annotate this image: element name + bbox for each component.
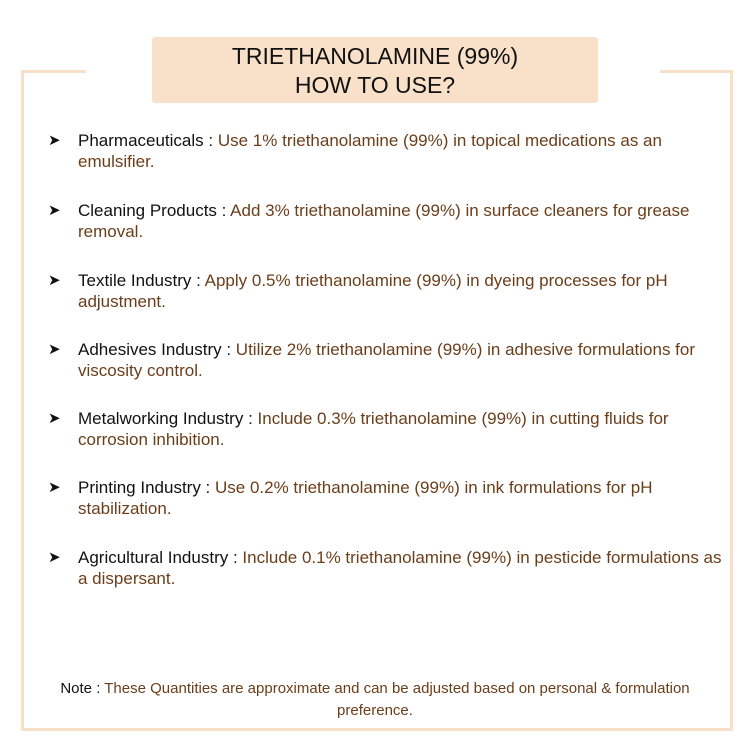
note-label: Note : xyxy=(60,680,101,697)
item-text: Adhesives Industry : Utilize 2% triethan… xyxy=(78,339,733,381)
item-description: Include 0.3% triethanolamine (99%) in cu… xyxy=(78,409,669,449)
arrow-bullet-icon: ➤ xyxy=(48,132,61,149)
item-label: Pharmaceuticals : xyxy=(78,131,214,150)
item-label: Agricultural Industry : xyxy=(78,548,238,567)
item-description: Use 1% triethanolamine (99%) in topical … xyxy=(78,131,662,171)
arrow-bullet-icon: ➤ xyxy=(48,272,61,289)
title-line-2: HOW TO USE? xyxy=(294,72,456,98)
item-description: Add 3% triethanolamine (99%) in surface … xyxy=(78,201,690,241)
arrow-bullet-icon: ➤ xyxy=(48,410,61,427)
item-label: Textile Industry : xyxy=(78,271,201,290)
arrow-bullet-icon: ➤ xyxy=(48,202,61,219)
item-text: Printing Industry : Use 0.2% triethanola… xyxy=(78,477,733,519)
item-label: Metalworking Industry : xyxy=(78,409,253,428)
note: Note : These Quantities are approximate … xyxy=(60,678,690,722)
item-label: Printing Industry : xyxy=(78,478,211,497)
item-text: Agricultural Industry : Include 0.1% tri… xyxy=(78,547,733,589)
item-text: Metalworking Industry : Include 0.3% tri… xyxy=(78,408,733,450)
arrow-bullet-icon: ➤ xyxy=(48,549,61,566)
arrow-bullet-icon: ➤ xyxy=(48,341,61,358)
item-label: Cleaning Products : xyxy=(78,201,227,220)
note-text: These Quantities are approximate and can… xyxy=(100,680,690,719)
item-description: Include 0.1% triethanolamine (99%) in pe… xyxy=(78,548,722,588)
item-description: Utilize 2% triethanolamine (99%) in adhe… xyxy=(78,340,696,380)
item-description: Use 0.2% triethanolamine (99%) in ink fo… xyxy=(78,478,653,518)
arrow-bullet-icon: ➤ xyxy=(48,479,61,496)
item-text: Cleaning Products : Add 3% triethanolami… xyxy=(78,200,733,242)
item-text: Textile Industry : Apply 0.5% triethanol… xyxy=(78,270,733,312)
title-line-1: TRIETHANOLAMINE (99%) xyxy=(231,43,519,69)
item-label: Adhesives Industry : xyxy=(78,340,232,359)
page-title: TRIETHANOLAMINE (99%) HOW TO USE? xyxy=(152,37,598,103)
item-description: Apply 0.5% triethanolamine (99%) in dyei… xyxy=(78,271,668,311)
item-text: Pharmaceuticals : Use 1% triethanolamine… xyxy=(78,130,733,172)
